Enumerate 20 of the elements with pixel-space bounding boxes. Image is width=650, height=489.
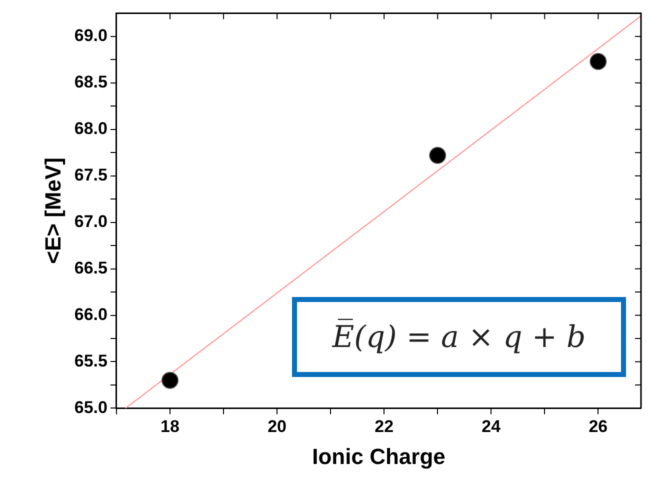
x-tick-label: 26 bbox=[588, 417, 608, 436]
y-tick-label: 68.0 bbox=[74, 119, 108, 138]
x-tick-label: 22 bbox=[374, 417, 394, 436]
point bbox=[429, 146, 446, 164]
point bbox=[162, 372, 179, 389]
y-axis-title: <E> [MeV] bbox=[40, 158, 66, 264]
point bbox=[590, 53, 607, 70]
annotation: E̅(q) = a × q + b bbox=[292, 297, 626, 377]
y-tick-label: 68.5 bbox=[74, 72, 108, 92]
y-tick-label: 67.5 bbox=[74, 166, 108, 185]
y-tick-label: 66.5 bbox=[74, 258, 108, 278]
y-tick-label: 67.0 bbox=[74, 212, 108, 232]
x-tick-label: 20 bbox=[268, 417, 287, 436]
x-axis-title: Ionic Charge bbox=[312, 444, 446, 469]
x-tick-label: 24 bbox=[482, 417, 502, 436]
y-tick-label: 65.0 bbox=[74, 398, 108, 417]
y-tick-label: 65.5 bbox=[74, 351, 108, 370]
y-tick-label: 69.0 bbox=[74, 26, 108, 46]
y-tick-label: 66.0 bbox=[74, 304, 108, 324]
x-tick-label: 18 bbox=[160, 417, 180, 436]
